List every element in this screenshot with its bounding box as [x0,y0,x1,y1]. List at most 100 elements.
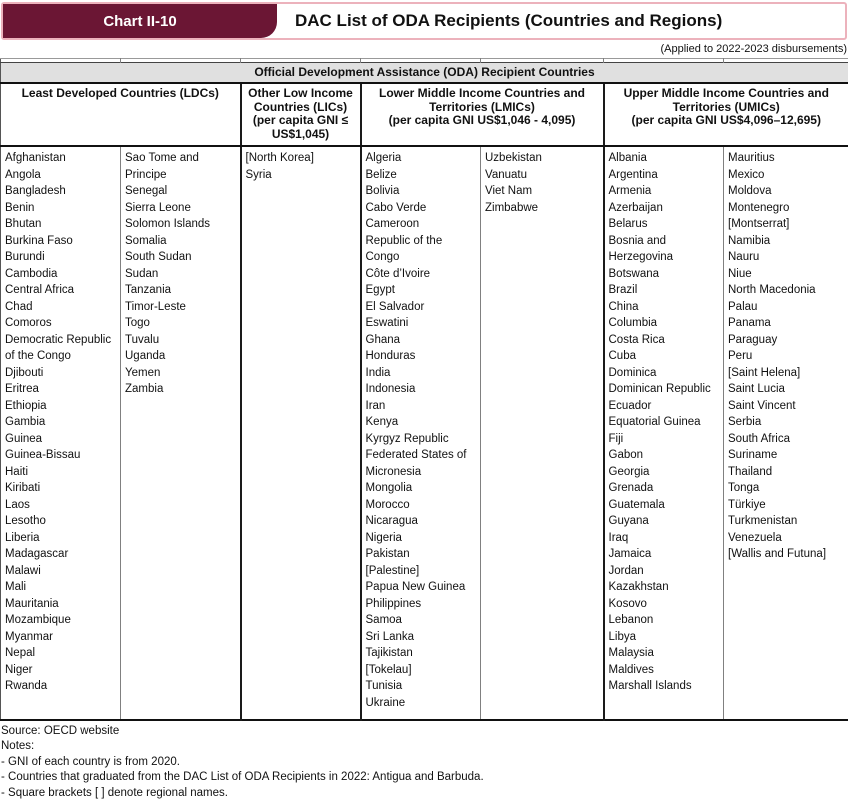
country-item: Mauritania [5,596,114,613]
country-item: Benin [5,200,114,217]
country-item: Saint Vincent [728,398,842,415]
country-item: Botswana [609,266,718,283]
country-item: Haiti [5,464,114,481]
country-item: Mozambique [5,612,114,629]
note-line: - Square brackets [ ] denote regional na… [1,786,846,801]
country-item: Sierra Leone [125,200,234,217]
notes-list: - GNI of each country is from 2020.- Cou… [1,755,846,801]
country-item: Brazil [609,282,718,299]
country-item: Rwanda [5,678,114,695]
country-item: Thailand [728,464,842,481]
country-item: Zimbabwe [485,200,597,217]
country-item: Bangladesh [5,183,114,200]
country-item: Mali [5,579,114,596]
country-item: Guatemala [609,497,718,514]
country-item: [Palestine] [366,563,475,580]
group-subtitle-lic: (per capita GNI ≤ US$1,045) [253,113,348,141]
country-item: Djibouti [5,365,114,382]
country-item: Belize [366,167,475,184]
country-item: India [366,365,475,382]
country-item: Marshall Islands [609,678,718,695]
country-item: Mexico [728,167,842,184]
country-item: Papua New Guinea [366,579,475,596]
country-item: Nicaragua [366,513,475,530]
country-item: Zambia [125,381,234,398]
group-header-umic: Upper Middle Income Countries and Territ… [604,83,848,146]
country-item: Grenada [609,480,718,497]
country-item: Tanzania [125,282,234,299]
country-item: Kazakhstan [609,579,718,596]
country-item: Yemen [125,365,234,382]
country-item: Georgia [609,464,718,481]
country-item: Guinea-Bissau [5,447,114,464]
group-name-lic: Other Low Income Countries (LICs) [248,86,353,114]
country-item: Gambia [5,414,114,431]
country-item: Liberia [5,530,114,547]
country-item: Malawi [5,563,114,580]
country-item: Somalia [125,233,234,250]
country-item: Jamaica [609,546,718,563]
country-item: Lebanon [609,612,718,629]
group-name-umic: Upper Middle Income Countries and Territ… [624,86,829,114]
applied-note: (Applied to 2022-2023 disbursements) [0,40,848,58]
country-item: Cabo Verde [366,200,475,217]
country-item: Viet Nam [485,183,597,200]
country-item: North Macedonia [728,282,842,299]
country-item: Eswatini [366,315,475,332]
chart-number-label: Chart II-10 [3,4,277,38]
country-item: Angola [5,167,114,184]
country-item: Senegal [125,183,234,200]
country-item: Nigeria [366,530,475,547]
country-item: Dominica [609,365,718,382]
country-item: Togo [125,315,234,332]
country-item: Kiribati [5,480,114,497]
country-item: Laos [5,497,114,514]
country-item: Belarus [609,216,718,233]
country-item: Costa Rica [609,332,718,349]
country-item: Montenegro [728,200,842,217]
country-item: Mongolia [366,480,475,497]
country-item: Columbia [609,315,718,332]
country-item: Tuvalu [125,332,234,349]
group-header-lic: Other Low Income Countries (LICs) (per c… [241,83,361,146]
country-item: Fiji [609,431,718,448]
country-item: Republic of the Congo [366,233,475,266]
country-item: Armenia [609,183,718,200]
country-item: Suriname [728,447,842,464]
country-item: Peru [728,348,842,365]
country-item: Comoros [5,315,114,332]
country-item: Namibia [728,233,842,250]
source-line: Source: OECD website [1,724,846,739]
country-item: Moldova [728,183,842,200]
country-item: Jordan [609,563,718,580]
country-item: Ghana [366,332,475,349]
country-item: Niue [728,266,842,283]
country-item: Kosovo [609,596,718,613]
column-lic: [North Korea]Syria [241,146,361,720]
country-item: [Montserrat] [728,216,842,233]
page-title: DAC List of ODA Recipients (Countries an… [295,4,722,38]
country-item: Eritrea [5,381,114,398]
group-name-ldc: Least Developed Countries (LDCs) [22,86,219,100]
country-item: Afghanistan [5,150,114,167]
country-item: Paraguay [728,332,842,349]
country-item: Malaysia [609,645,718,662]
country-item: China [609,299,718,316]
country-item: Bosnia and Herzegovina [609,233,718,266]
country-item: Egypt [366,282,475,299]
group-name-lmic: Lower Middle Income Countries and Territ… [379,86,585,114]
country-item: Burundi [5,249,114,266]
notes-label: Notes: [1,739,846,754]
country-item: Pakistan [366,546,475,563]
country-item: Argentina [609,167,718,184]
country-item: Bolivia [366,183,475,200]
note-line: - GNI of each country is from 2020. [1,755,846,770]
country-item: Solomon Islands [125,216,234,233]
country-item: [Wallis and Futuna] [728,546,842,563]
country-item: Turkmenistan [728,513,842,530]
